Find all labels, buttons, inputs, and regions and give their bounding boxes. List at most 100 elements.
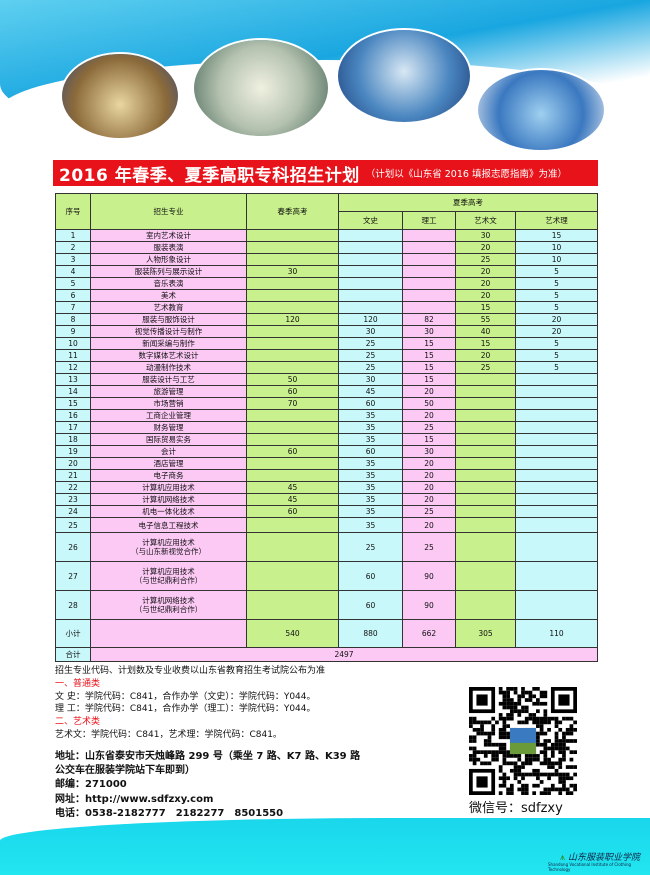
qr-module xyxy=(528,690,533,695)
qr-module xyxy=(543,742,548,747)
qr-module xyxy=(491,742,496,747)
qr-module xyxy=(469,746,473,751)
qr-module xyxy=(476,757,481,762)
qr-module xyxy=(528,698,533,702)
qr-module xyxy=(558,757,563,762)
table-cell: 计算机应用技术 xyxy=(90,481,247,494)
qr-module xyxy=(562,772,566,777)
header-major: 招生专业 xyxy=(90,193,247,230)
header-yishuli: 艺术理 xyxy=(515,211,598,230)
qr-module xyxy=(509,791,514,795)
table-cell: 30 xyxy=(402,445,456,458)
qr-module xyxy=(498,783,503,788)
qr-module xyxy=(517,757,522,762)
qr-module xyxy=(569,776,574,781)
qr-module xyxy=(543,757,548,762)
table-cell: 服装陈列与展示设计 xyxy=(90,265,247,278)
qr-module xyxy=(536,731,540,736)
table-row: 21 电子商务 35 20 xyxy=(55,469,598,482)
qr-module xyxy=(517,698,522,702)
table-cell: 25 xyxy=(338,361,403,374)
table-cell: 9 xyxy=(55,325,91,338)
qr-module xyxy=(532,694,537,699)
qr-module xyxy=(521,776,525,781)
table-cell: 7 xyxy=(55,301,91,314)
subtotal-cell: 小计 xyxy=(55,619,91,648)
table-cell: 20 xyxy=(515,325,598,338)
table-cell xyxy=(402,229,456,242)
table-cell: 35 xyxy=(338,517,403,533)
qr-module xyxy=(547,772,551,777)
qr-module xyxy=(506,687,510,691)
qr-module xyxy=(539,724,544,728)
table-cell xyxy=(455,397,516,410)
qr-module xyxy=(513,701,518,706)
qr-module xyxy=(543,690,548,695)
qr-module xyxy=(532,716,537,721)
qr-module xyxy=(562,742,566,747)
qr-module xyxy=(547,727,551,732)
qr-module xyxy=(487,761,492,766)
table-cell: 20 xyxy=(455,289,516,302)
table-cell xyxy=(455,385,516,398)
qr-module xyxy=(532,720,537,725)
qr-module xyxy=(543,787,548,792)
qr-module xyxy=(469,739,473,743)
qr-module xyxy=(483,720,488,725)
qr-module xyxy=(524,720,529,725)
table-row: 18 国际贸易实务 35 15 xyxy=(55,433,598,446)
table-cell: 35 xyxy=(338,433,403,446)
qr-module xyxy=(495,720,499,725)
qr-module xyxy=(532,772,537,777)
table-cell: 30 xyxy=(338,325,403,338)
qr-module xyxy=(469,757,473,762)
table-cell xyxy=(515,481,598,494)
table-cell xyxy=(455,481,516,494)
qr-module xyxy=(573,750,577,755)
qr-module xyxy=(573,765,577,769)
table-cell: 8 xyxy=(55,313,91,326)
table-cell: 16 xyxy=(55,409,91,422)
qr-module xyxy=(502,742,507,747)
qr-module xyxy=(509,742,537,755)
table-cell xyxy=(246,277,339,290)
qr-module xyxy=(506,754,510,758)
table-cell xyxy=(246,325,339,338)
qr-module xyxy=(562,780,566,784)
qr-module xyxy=(569,757,574,762)
table-row: 12 动漫制作技术 25 15 25 5 xyxy=(55,361,598,374)
table-cell xyxy=(338,229,403,242)
table-cell: 60 xyxy=(338,590,403,620)
qr-module xyxy=(502,746,507,751)
qr-module xyxy=(513,776,518,781)
table-cell: 82 xyxy=(402,313,456,326)
qr-module xyxy=(524,761,529,766)
table-cell: 视觉传播设计与制作 xyxy=(90,325,247,338)
qr-module xyxy=(472,716,477,721)
qr-module xyxy=(476,720,481,725)
school-logo: ⩚ 山东服装职业学院 xyxy=(560,850,648,863)
qr-module xyxy=(498,690,503,695)
qr-module xyxy=(469,720,473,725)
qr-module xyxy=(539,727,544,732)
qr-module xyxy=(502,705,507,710)
qr-module xyxy=(487,735,492,740)
table-cell xyxy=(455,493,516,506)
table-cell: 工商企业管理 xyxy=(90,409,247,422)
qr-module xyxy=(483,754,488,758)
qr-module xyxy=(502,694,507,699)
qr-module xyxy=(472,750,477,755)
qr-module xyxy=(532,687,537,691)
table-cell: 20 xyxy=(402,385,456,398)
campus-photo-classroom xyxy=(60,52,180,140)
table-cell: 25 xyxy=(338,349,403,362)
table-cell: 25 xyxy=(402,532,456,562)
qr-module xyxy=(536,776,540,781)
table-cell xyxy=(515,421,598,434)
table-cell xyxy=(246,349,339,362)
qr-module xyxy=(547,746,551,751)
qr-module xyxy=(509,705,514,710)
table-cell: 5 xyxy=(515,265,598,278)
qr-module xyxy=(509,698,514,702)
website-link[interactable]: 网址：http://www.sdfzxy.com xyxy=(55,793,214,805)
